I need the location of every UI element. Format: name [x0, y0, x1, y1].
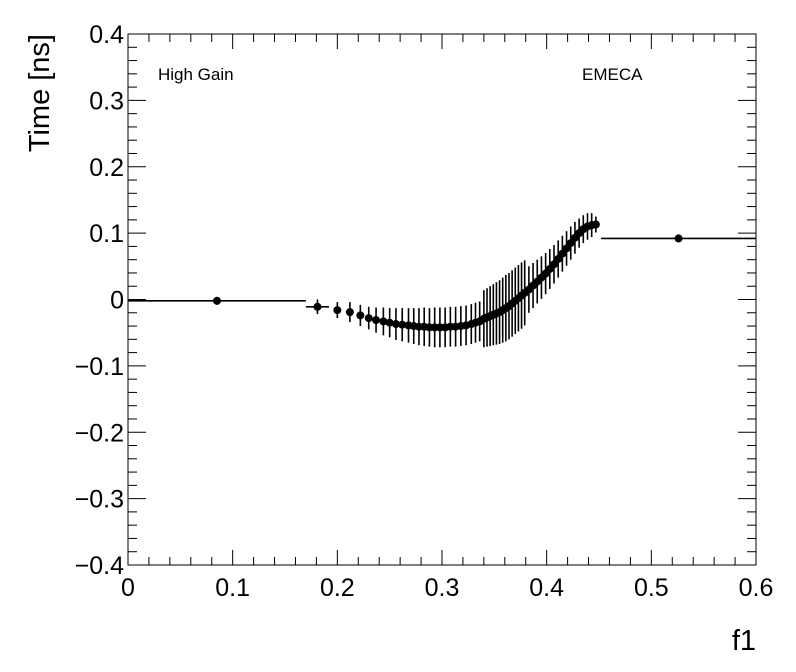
y-tick-label: 0 [110, 287, 124, 315]
data-point [601, 234, 756, 243]
data-point [385, 308, 394, 338]
data-point [549, 245, 558, 284]
x-tick-label: 0 [121, 574, 135, 602]
y-tick-label: −0.2 [75, 419, 124, 447]
data-point [398, 308, 407, 342]
x-tick-label: 0.2 [320, 574, 355, 602]
data-point [575, 218, 584, 248]
plot-frame [127, 33, 757, 566]
y-tick-label: −0.3 [75, 486, 124, 514]
marker [333, 306, 342, 315]
data-point [524, 266, 533, 313]
annotation-emeca: EMECA [582, 65, 643, 84]
marker [313, 302, 322, 311]
data-point [541, 253, 550, 295]
data-point [545, 249, 554, 289]
data-point [529, 262, 538, 309]
marker [372, 316, 381, 325]
x-tick-label: 0.1 [215, 574, 250, 602]
x-tick-label: 0.5 [634, 574, 669, 602]
x-tick-label: 0.6 [739, 574, 774, 602]
data-point [364, 306, 373, 330]
data-point [591, 216, 600, 233]
data-point [305, 299, 329, 315]
data-series [128, 213, 756, 348]
x-axis-label: f1 [732, 625, 756, 657]
data-point [558, 235, 567, 272]
data-point [562, 231, 571, 266]
x-tick-label: 0.3 [425, 574, 460, 602]
marker [398, 320, 407, 329]
data-point [533, 259, 542, 304]
marker [674, 234, 683, 243]
y-tick-label: 0.1 [89, 220, 124, 248]
y-tick-label: 0.2 [89, 154, 124, 182]
marker [345, 308, 354, 317]
y-tick-label: −0.1 [75, 353, 124, 381]
data-point [379, 307, 388, 336]
data-point [372, 307, 381, 333]
data-point [345, 302, 354, 323]
marker [364, 314, 373, 323]
data-point [356, 304, 365, 327]
y-tick-label: −0.4 [75, 552, 124, 580]
data-point [391, 308, 400, 340]
marker [385, 318, 394, 327]
marker [391, 320, 400, 329]
marker [591, 220, 600, 229]
marker [379, 317, 388, 326]
data-point [537, 256, 546, 299]
marker [356, 311, 365, 320]
y-tick-label: 0.4 [89, 21, 124, 49]
data-point [333, 302, 342, 319]
annotation-high-gain: High Gain [158, 65, 234, 84]
data-point [128, 296, 306, 305]
y-tick-label: 0.3 [89, 87, 124, 115]
data-point [570, 221, 579, 254]
data-point [566, 226, 575, 260]
data-point [554, 240, 563, 278]
axes: 0 0.1 0.2 0.3 0.4 0.5 0.6 −0.4 −0.3 −0.2 −0.1 0 0.1 0… [75, 21, 774, 602]
x-tick-label: 0.4 [529, 574, 564, 602]
marker [212, 296, 221, 305]
y-axis-label: Time [ns] [24, 34, 56, 152]
